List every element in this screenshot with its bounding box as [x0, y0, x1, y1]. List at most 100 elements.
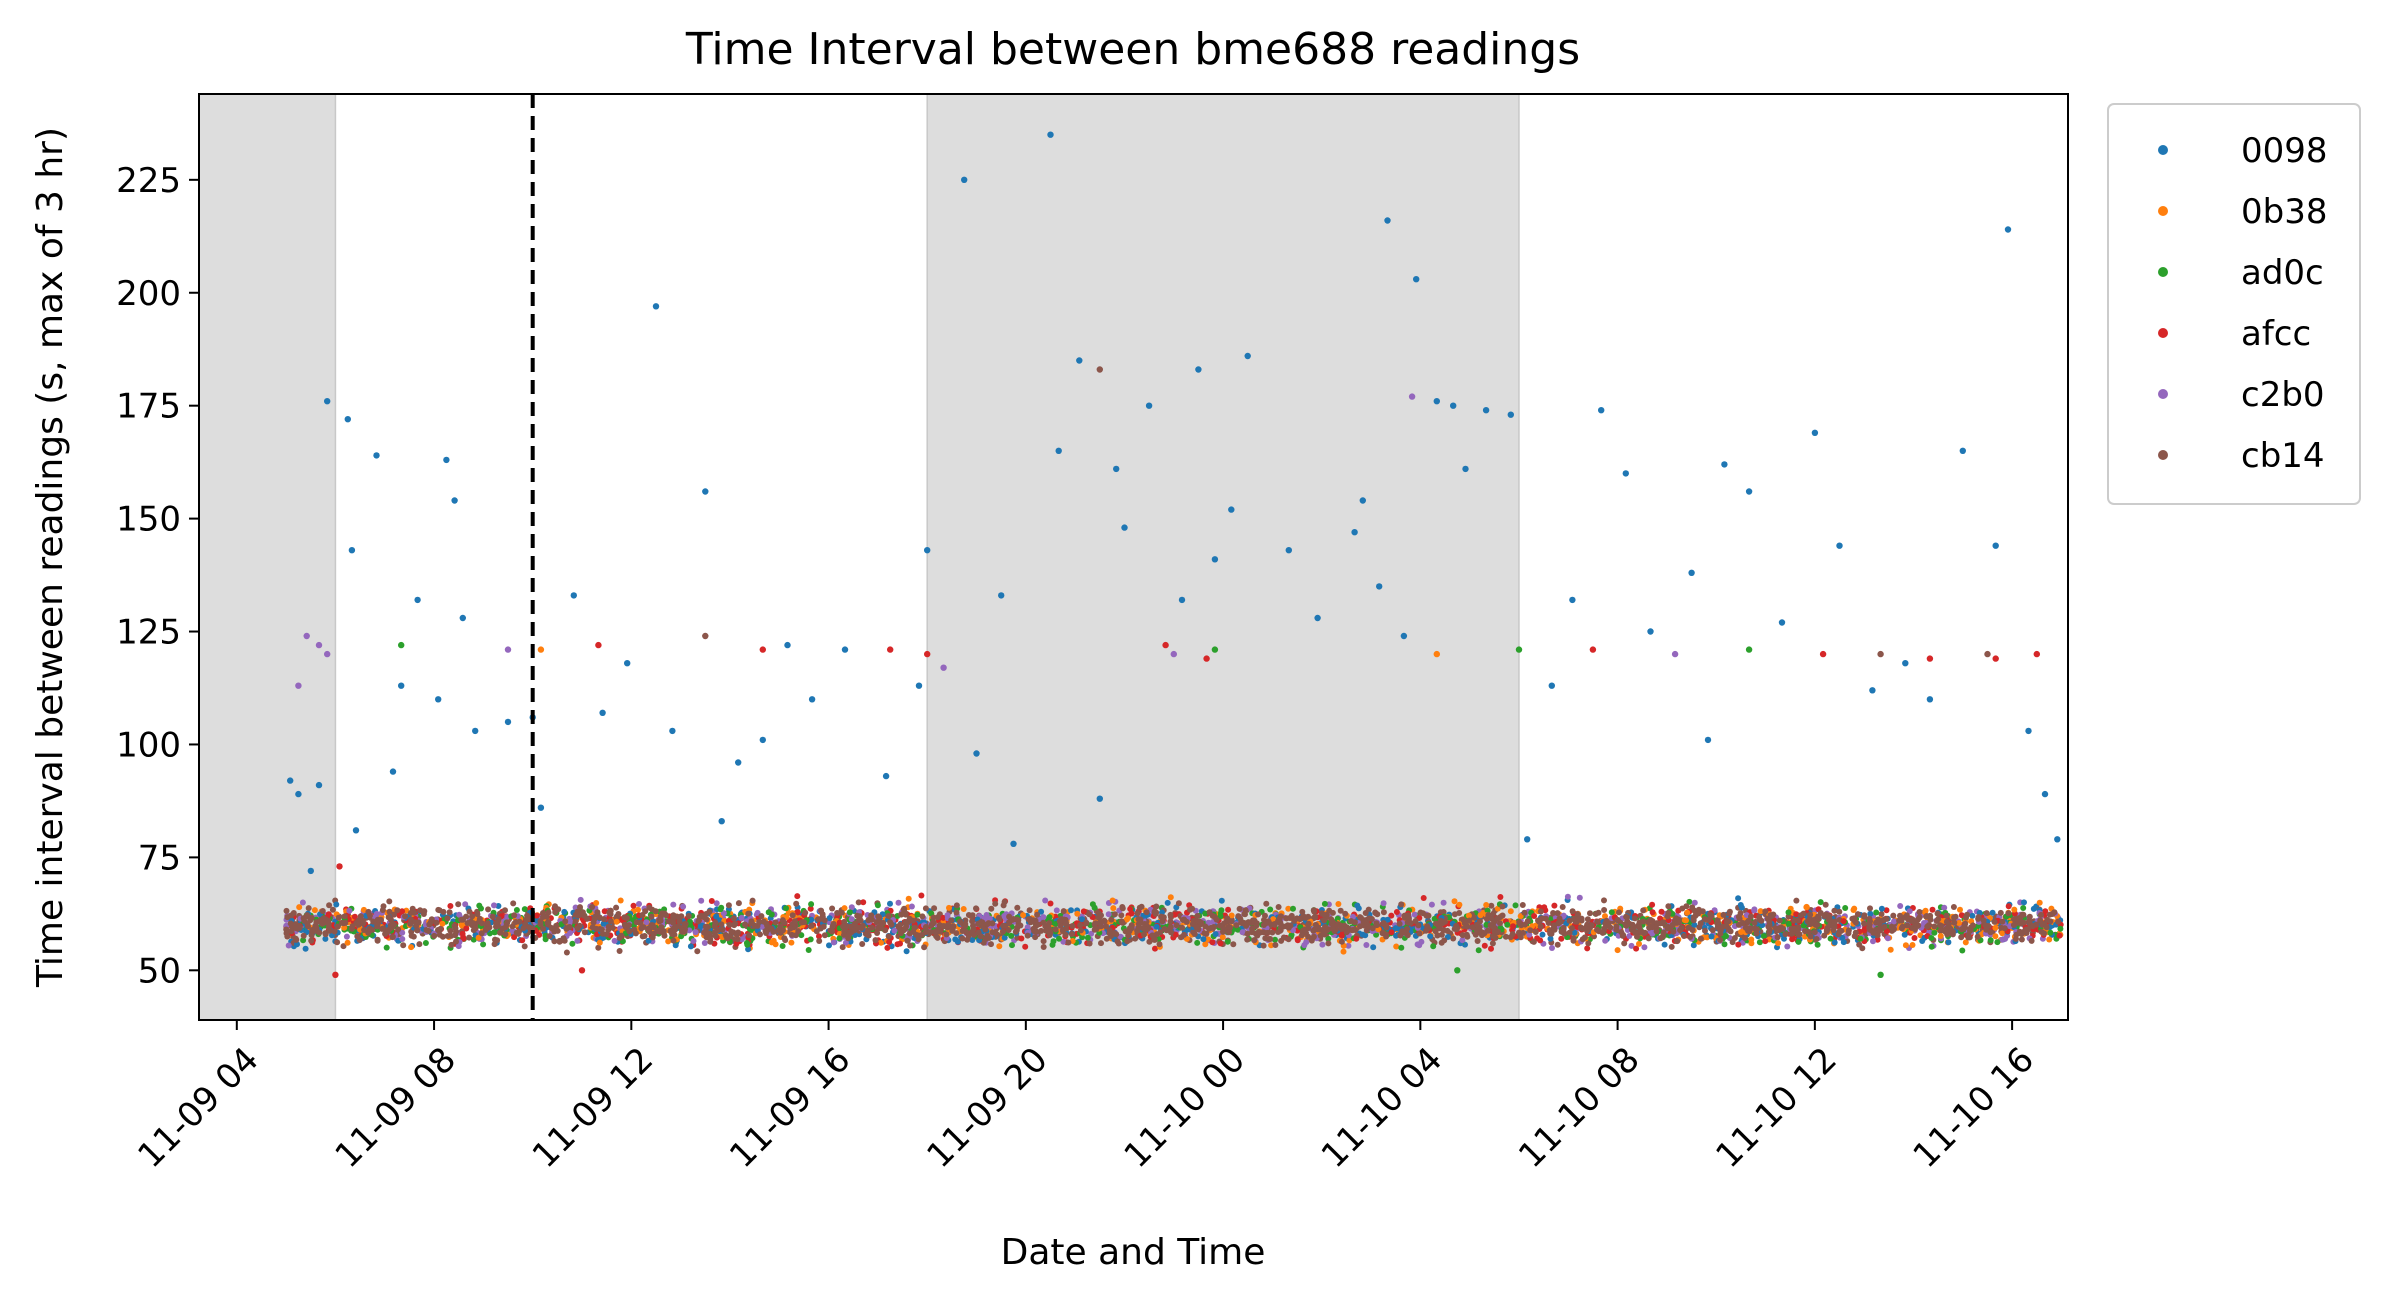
baseline-point — [1374, 911, 1381, 918]
data-point-afcc — [332, 971, 339, 978]
baseline-point — [1745, 918, 1752, 925]
baseline-point — [311, 907, 318, 914]
data-point-0098 — [973, 750, 980, 757]
baseline-point — [940, 914, 947, 921]
baseline-point — [975, 920, 982, 927]
data-point-0098 — [1178, 596, 1186, 604]
baseline-point — [1601, 897, 1607, 904]
baseline-point — [2046, 936, 2053, 943]
baseline-point — [2020, 919, 2027, 926]
data-point-0098 — [1384, 217, 1391, 224]
baseline-point — [1636, 924, 1643, 931]
baseline-point — [1824, 926, 1831, 933]
data-point-0098 — [1195, 366, 1202, 373]
data-point-0098 — [1359, 497, 1367, 504]
baseline-point — [1474, 938, 1481, 944]
baseline-point — [1975, 914, 1982, 921]
data-point-0098 — [1721, 461, 1728, 468]
baseline-point — [1380, 920, 1387, 927]
baseline-point — [846, 931, 853, 937]
baseline-point — [414, 927, 421, 934]
baseline-point — [1782, 931, 1789, 938]
baseline-point — [283, 907, 290, 914]
baseline-point — [1793, 897, 1800, 904]
baseline-point — [1852, 929, 1859, 936]
baseline-point — [828, 928, 835, 935]
data-point-afcc — [1589, 646, 1597, 653]
baseline-point — [551, 938, 558, 945]
baseline-point — [1717, 927, 1724, 933]
data-point-0098 — [1285, 547, 1293, 554]
data-point-0098 — [1524, 836, 1531, 843]
baseline-point — [1034, 911, 1041, 918]
baseline-point — [1285, 905, 1292, 912]
baseline-point — [513, 929, 520, 936]
baseline-point — [1338, 926, 1345, 932]
baseline-point — [1255, 929, 1262, 935]
data-point-0098 — [1778, 619, 1786, 626]
baseline-point — [1189, 905, 1196, 912]
baseline-point — [1887, 946, 1894, 953]
baseline-point — [692, 929, 699, 936]
baseline-point — [1751, 906, 1758, 913]
baseline-point — [1489, 940, 1496, 947]
baseline-point — [333, 901, 340, 908]
data-point-afcc — [887, 646, 894, 653]
baseline-point — [1614, 916, 1621, 923]
baseline-point — [1084, 934, 1091, 941]
baseline-point — [1934, 910, 1941, 917]
baseline-point — [367, 912, 373, 919]
baseline-point — [1797, 912, 1804, 919]
baseline-point — [707, 936, 714, 943]
baseline-point — [566, 924, 573, 930]
baseline-point — [1754, 926, 1760, 933]
baseline-point — [1325, 940, 1332, 947]
baseline-point — [1362, 910, 1369, 916]
baseline-point — [452, 932, 459, 939]
baseline-point — [1077, 922, 1084, 929]
baseline-point — [1557, 918, 1564, 925]
baseline-point — [1891, 918, 1897, 925]
baseline-point — [745, 910, 752, 917]
baseline-point — [944, 912, 951, 919]
baseline-point — [1132, 935, 1139, 942]
baseline-point — [491, 929, 498, 936]
data-point-0098 — [344, 416, 351, 423]
baseline-point — [1942, 928, 1949, 935]
baseline-point — [1575, 916, 1582, 923]
baseline-point — [1661, 941, 1668, 948]
baseline-point — [601, 908, 608, 915]
baseline-point — [1757, 908, 1764, 915]
data-point-0098 — [1548, 682, 1556, 689]
baseline-point — [1038, 927, 1045, 934]
baseline-point — [1138, 903, 1145, 910]
baseline-point — [1167, 918, 1174, 925]
baseline-point — [370, 918, 377, 925]
shaded-region-1 — [926, 93, 1520, 1021]
baseline-point — [1017, 922, 1024, 929]
baseline-point — [1464, 933, 1471, 940]
data-point-0098 — [669, 727, 676, 735]
baseline-point — [851, 920, 858, 927]
legend-marker-0098 — [2158, 145, 2168, 155]
baseline-point — [922, 924, 929, 930]
baseline-point — [878, 939, 884, 946]
baseline-point — [485, 906, 492, 913]
y-tick-label: 200 — [116, 274, 181, 314]
baseline-point — [903, 948, 910, 955]
baseline-point — [1022, 943, 1029, 950]
baseline-point — [1948, 927, 1954, 934]
baseline-point — [1795, 938, 1802, 945]
baseline-point — [983, 912, 990, 918]
baseline-point — [2021, 899, 2027, 906]
baseline-point — [1941, 904, 1948, 911]
data-point-0098 — [624, 660, 631, 667]
data-point-0098 — [1926, 696, 1934, 703]
baseline-point — [1880, 916, 1887, 923]
baseline-point — [1640, 918, 1647, 925]
baseline-point — [1310, 907, 1317, 914]
baseline-point — [1312, 913, 1319, 920]
baseline-point — [469, 913, 476, 920]
baseline-point — [374, 936, 381, 943]
baseline-point — [1697, 935, 1704, 942]
